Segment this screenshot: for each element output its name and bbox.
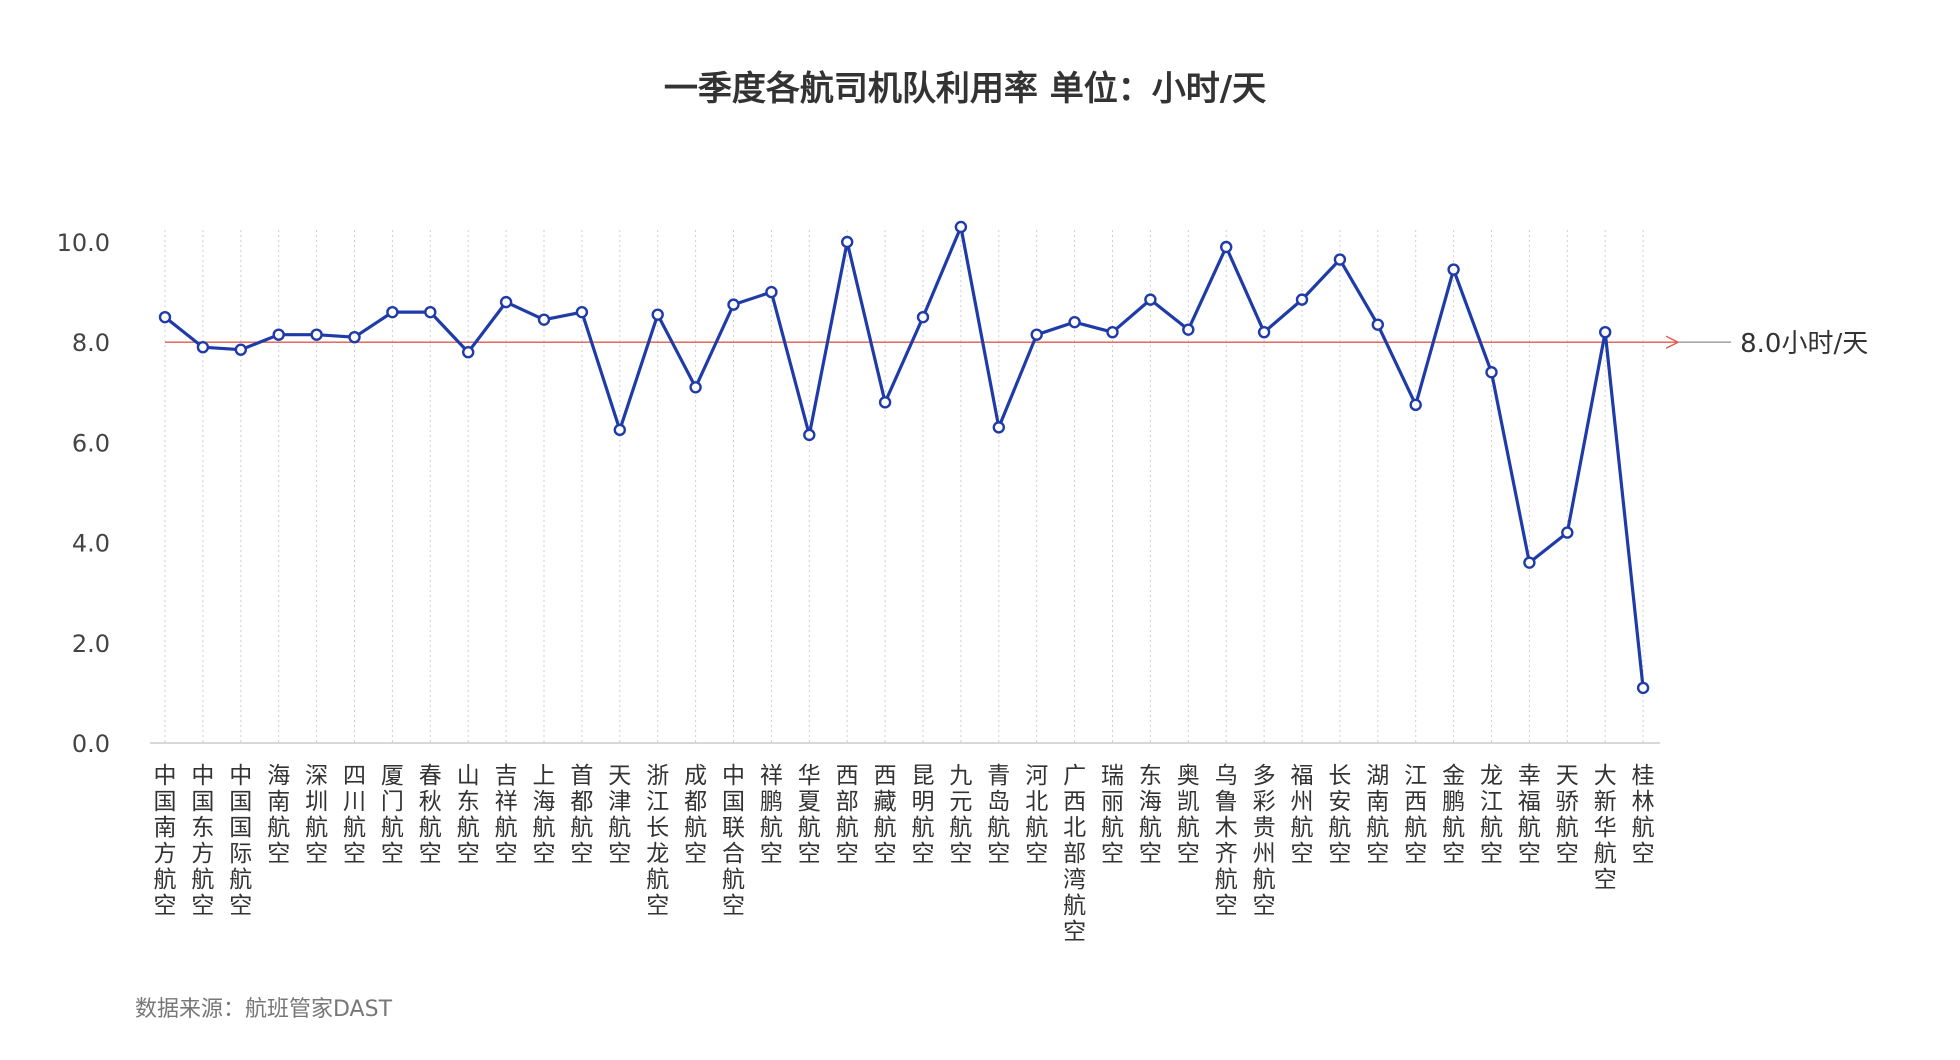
x-tick-label: 上海航空 [533,763,556,867]
y-tick-label: 2.0 [72,630,110,658]
data-point [689,381,702,394]
data-point [651,308,664,321]
data-point [613,423,626,437]
x-tick-label: 浙江长龙航空 [646,763,669,919]
x-tick-label: 河北航空 [1025,763,1048,867]
x-tick-labels: 中国南方航空中国东方航空中国国际航空海南航空深圳航空四川航空厦门航空春秋航空山东… [154,763,1655,945]
x-tick-label: 中国国际航空 [229,763,252,919]
data-point [1333,253,1347,266]
data-point [1182,323,1195,336]
data-point [1447,263,1460,276]
x-tick-label: 深圳航空 [305,763,328,867]
data-source-note: 数据来源：航班管家DAST [135,997,393,1022]
x-tick-label: 首都航空 [570,763,593,867]
data-point [1219,240,1233,254]
x-tick-label: 江西航空 [1404,763,1427,867]
data-point [537,313,551,326]
x-tick-label: 瑞丽航空 [1101,763,1124,867]
data-point [803,428,816,442]
data-point [1295,293,1309,306]
x-tick-label: 福州航空 [1291,763,1314,867]
data-point [841,235,854,249]
data-point [424,305,437,319]
data-point [1561,526,1574,539]
x-tick-label: 海南航空 [267,763,290,867]
x-tick-label: 幸福航空 [1518,763,1541,867]
x-tick-label: 中国东方航空 [191,763,214,919]
x-tick-label: 中国联合航空 [722,763,745,919]
x-tick-label: 广西北部湾航空 [1063,763,1086,945]
grid-layer [164,230,1644,743]
chart-title: 一季度各航司机队利用率 单位：小时/天 [664,69,1266,109]
x-tick-label: 桂林航空 [1632,763,1655,867]
data-point [1371,318,1385,331]
y-tick-label: 8.0 [72,329,110,357]
x-tick-label: 长安航空 [1328,763,1351,867]
data-point [272,328,285,341]
x-tick-label: 湖南航空 [1366,763,1389,867]
reference-line-layer: 8.0小时/天 [165,329,1868,359]
data-point [1523,556,1536,569]
data-point [954,220,968,234]
x-tick-label: 西藏航空 [874,763,897,867]
data-point [462,346,475,359]
data-point [196,341,210,354]
data-point [158,310,172,324]
data-point [1485,366,1498,379]
data-point [1257,325,1271,339]
y-tick-label: 6.0 [72,429,110,457]
y-tick-label: 10.0 [57,229,110,257]
x-tick-label: 天津航空 [608,763,631,867]
y-tick-label: 0.0 [72,730,110,758]
x-tick-label: 九元航空 [949,763,972,867]
x-tick-label: 华夏航空 [798,763,821,867]
series-line [164,225,1645,689]
axis-layer: 0.0 2.0 4.0 6.0 8.0 10.0 [57,229,1661,758]
x-tick-label: 奥凯航空 [1177,763,1200,867]
x-tick-label: 西部航空 [836,763,859,867]
x-tick-label: 成都航空 [684,763,707,867]
data-point [878,396,892,409]
x-tick-label: 四川航空 [343,763,366,867]
data-point [727,298,740,311]
data-point [234,343,248,356]
x-tick-label: 乌鲁木齐航空 [1215,763,1238,919]
data-point [1106,325,1119,339]
x-tick-label: 山东航空 [457,763,480,867]
x-tick-label: 天骄航空 [1556,763,1579,867]
data-point [1068,315,1081,329]
x-tick-label: 东海航空 [1139,763,1162,867]
data-point [1144,293,1157,306]
x-tick-label: 龙江航空 [1480,763,1503,867]
x-tick-label: 大新华航空 [1594,763,1617,893]
data-point [916,310,930,324]
data-point [499,295,513,309]
data-point [348,330,361,344]
x-tick-label: 厦门航空 [381,763,404,867]
x-tick-label: 多彩贵州航空 [1253,763,1276,919]
x-tick-label: 金鹏航空 [1442,763,1465,867]
data-point [1030,328,1043,341]
data-point [765,285,778,299]
data-point [386,305,399,319]
x-tick-label: 昆明航空 [912,763,935,867]
x-tick-label: 青岛航空 [987,763,1010,867]
data-point [575,305,589,319]
x-tick-label: 春秋航空 [419,763,442,867]
data-point [1636,681,1650,695]
reference-line-label: 8.0小时/天 [1740,329,1868,359]
y-tick-label: 4.0 [72,530,110,558]
x-tick-label: 祥鹏航空 [760,763,783,867]
data-point [992,421,1005,434]
series-layer [158,220,1650,695]
data-point [1409,398,1422,412]
x-tick-label: 中国南方航空 [154,763,177,919]
x-tick-label: 吉祥航空 [495,763,518,867]
data-point [310,328,323,341]
data-point [1598,325,1612,339]
